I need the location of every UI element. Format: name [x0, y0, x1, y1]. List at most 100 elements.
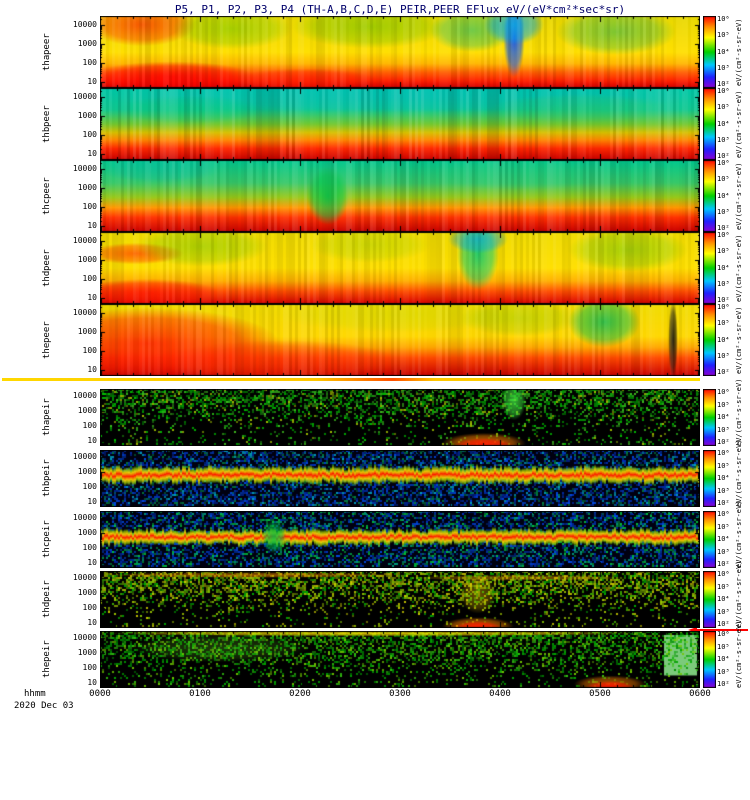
panel-label-the-peir: the peir	[34, 631, 60, 688]
y-tick-label: 10	[87, 149, 97, 159]
y-tick-label: 100	[82, 603, 97, 613]
figure-title: P5, P1, P2, P3, P4 (TH-A,B,C,D,E) PEIR,P…	[174, 3, 626, 16]
x-tick-label: 0600	[689, 689, 711, 699]
instrument-name: peir	[42, 520, 52, 543]
y-tick-label: 1000	[77, 528, 97, 538]
colorbar-tick-label: 10⁵	[717, 522, 730, 531]
x-tick-label: 0200	[289, 689, 311, 699]
colorbar-thb-peer	[703, 88, 716, 160]
x-tick-label: 0400	[489, 689, 511, 699]
y-tick-label: 10	[87, 436, 97, 446]
probe-name: thc	[42, 198, 52, 215]
colorbar-tick-label: 10⁴	[717, 535, 730, 543]
panel-label-tha-peer: tha peer	[34, 16, 60, 88]
colorbar-tick-label: 10³	[717, 279, 730, 288]
y-tick-label: 1000	[77, 648, 97, 658]
y-tick-label: 10000	[72, 92, 97, 102]
colorbar-unit-label: eV/(cm²-s-sr-eV)	[735, 162, 743, 230]
probe-name: thd	[42, 602, 52, 619]
colorbar-tick-labels: 10⁶ 10⁵ 10⁴ 10³ 10²	[717, 304, 737, 376]
colorbar-tha-peir	[703, 389, 716, 446]
instrument-name: peer	[42, 249, 52, 271]
y-tick-label: 10000	[72, 513, 97, 523]
y-tick-label: 10	[87, 558, 97, 568]
colorbar-tick-label: 10²	[717, 560, 730, 568]
colorbar-tick-label: 10³	[717, 351, 730, 360]
y-tick-label: 1000	[77, 327, 97, 337]
y-tick-label: 10	[87, 618, 97, 628]
y-tick-label: 10000	[72, 236, 97, 246]
instrument-name: peir	[42, 640, 52, 663]
colorbar-tick-label: 10²	[717, 296, 730, 304]
spectrogram-thb-peir	[100, 450, 700, 507]
arrow-line	[697, 628, 748, 631]
y-tick-label: 1000	[77, 467, 97, 477]
colorbar-thc-peir	[703, 511, 716, 568]
colorbar-tick-label: 10⁵	[717, 461, 730, 470]
colorbar-tick-labels: 10⁶ 10⁵ 10⁴ 10³ 10²	[717, 88, 737, 160]
y-tick-label: 100	[82, 543, 97, 553]
y-tick-label: 10	[87, 497, 97, 507]
panel-label-thc-peer: thc peer	[34, 160, 60, 232]
colorbar-the-peir	[703, 631, 716, 688]
colorbar-tick-label: 10³	[717, 547, 730, 556]
colorbar-tha-peer	[703, 16, 716, 88]
instrument-name: peer	[42, 105, 52, 127]
y-tick-label: 10	[87, 365, 97, 375]
colorbar-unit-label: eV/(cm²-s-sr-eV)	[735, 620, 743, 688]
colorbar-tick-label: 10⁴	[717, 119, 730, 128]
colorbar-tick-label: 10⁶	[717, 231, 730, 239]
spectrogram-the-peer	[100, 304, 700, 376]
y-tick-label: 10000	[72, 20, 97, 30]
y-tick-label: 100	[82, 130, 97, 140]
panel-label-tha-peir: tha peir	[34, 389, 60, 446]
colorbar-tick-label: 10⁶	[717, 630, 730, 638]
colorbar-tick-labels: 10⁶ 10⁵ 10⁴ 10³ 10²	[717, 631, 737, 688]
colorbar-tick-label: 10⁵	[717, 642, 730, 651]
y-tick-label: 1000	[77, 255, 97, 265]
colorbar-tick-label: 10⁵	[717, 31, 730, 40]
spectrogram-thc-peer	[100, 160, 700, 232]
colorbar-unit-label: eV/(cm²-s-sr-eV)	[735, 90, 743, 158]
probe-name: thb	[42, 126, 52, 143]
y-tick-label: 10000	[72, 308, 97, 318]
colorbar-tick-label: 10²	[717, 152, 730, 160]
colorbar-the-peer	[703, 304, 716, 376]
colorbar-tick-label: 10³	[717, 607, 730, 616]
y-tick-label: 100	[82, 421, 97, 431]
colorbar-tick-labels: 10⁶ 10⁵ 10⁴ 10³ 10²	[717, 232, 737, 304]
x-tick-label: 0100	[189, 689, 211, 699]
colorbar-tick-label: 10⁶	[717, 510, 730, 518]
colorbar-tick-label: 10³	[717, 207, 730, 216]
colorbar-tick-label: 10⁶	[717, 15, 730, 23]
x-tick-label: 0000	[89, 689, 111, 699]
colorbar-tick-label: 10⁵	[717, 247, 730, 256]
colorbar-unit-label: eV/(cm²-s-sr-eV)	[735, 500, 743, 568]
y-tick-label: 100	[82, 58, 97, 68]
y-tick-label: 10000	[72, 452, 97, 462]
colorbar-tick-label: 10²	[717, 680, 730, 688]
colorbar-tick-label: 10⁶	[717, 449, 730, 457]
y-tick-label: 100	[82, 482, 97, 492]
colorbar-tick-label: 10²	[717, 620, 730, 628]
colorbar-tick-label: 10⁴	[717, 47, 730, 56]
probe-name: tha	[42, 54, 52, 71]
colorbar-tick-label: 10⁴	[717, 335, 730, 344]
colorbar-tick-label: 10⁴	[717, 191, 730, 200]
probe-name: the	[42, 342, 52, 359]
arrow-head-icon	[688, 626, 697, 633]
colorbar-tick-label: 10³	[717, 425, 730, 434]
colorbar-tick-label: 10²	[717, 499, 730, 507]
colorbar-tick-label: 10⁶	[717, 159, 730, 167]
colorbar-thd-peer	[703, 232, 716, 304]
colorbar-tick-label: 10⁶	[717, 303, 730, 311]
colorbar-tick-label: 10²	[717, 224, 730, 232]
y-tick-label: 1000	[77, 39, 97, 49]
panel-label-thd-peer: thd peer	[34, 232, 60, 304]
y-tick-label: 10000	[72, 633, 97, 643]
spectrogram-tha-peer	[100, 16, 700, 88]
panel-label-thc-peir: thc peir	[34, 511, 60, 568]
y-tick-label: 1000	[77, 406, 97, 416]
spectrogram-thd-peer	[100, 232, 700, 304]
